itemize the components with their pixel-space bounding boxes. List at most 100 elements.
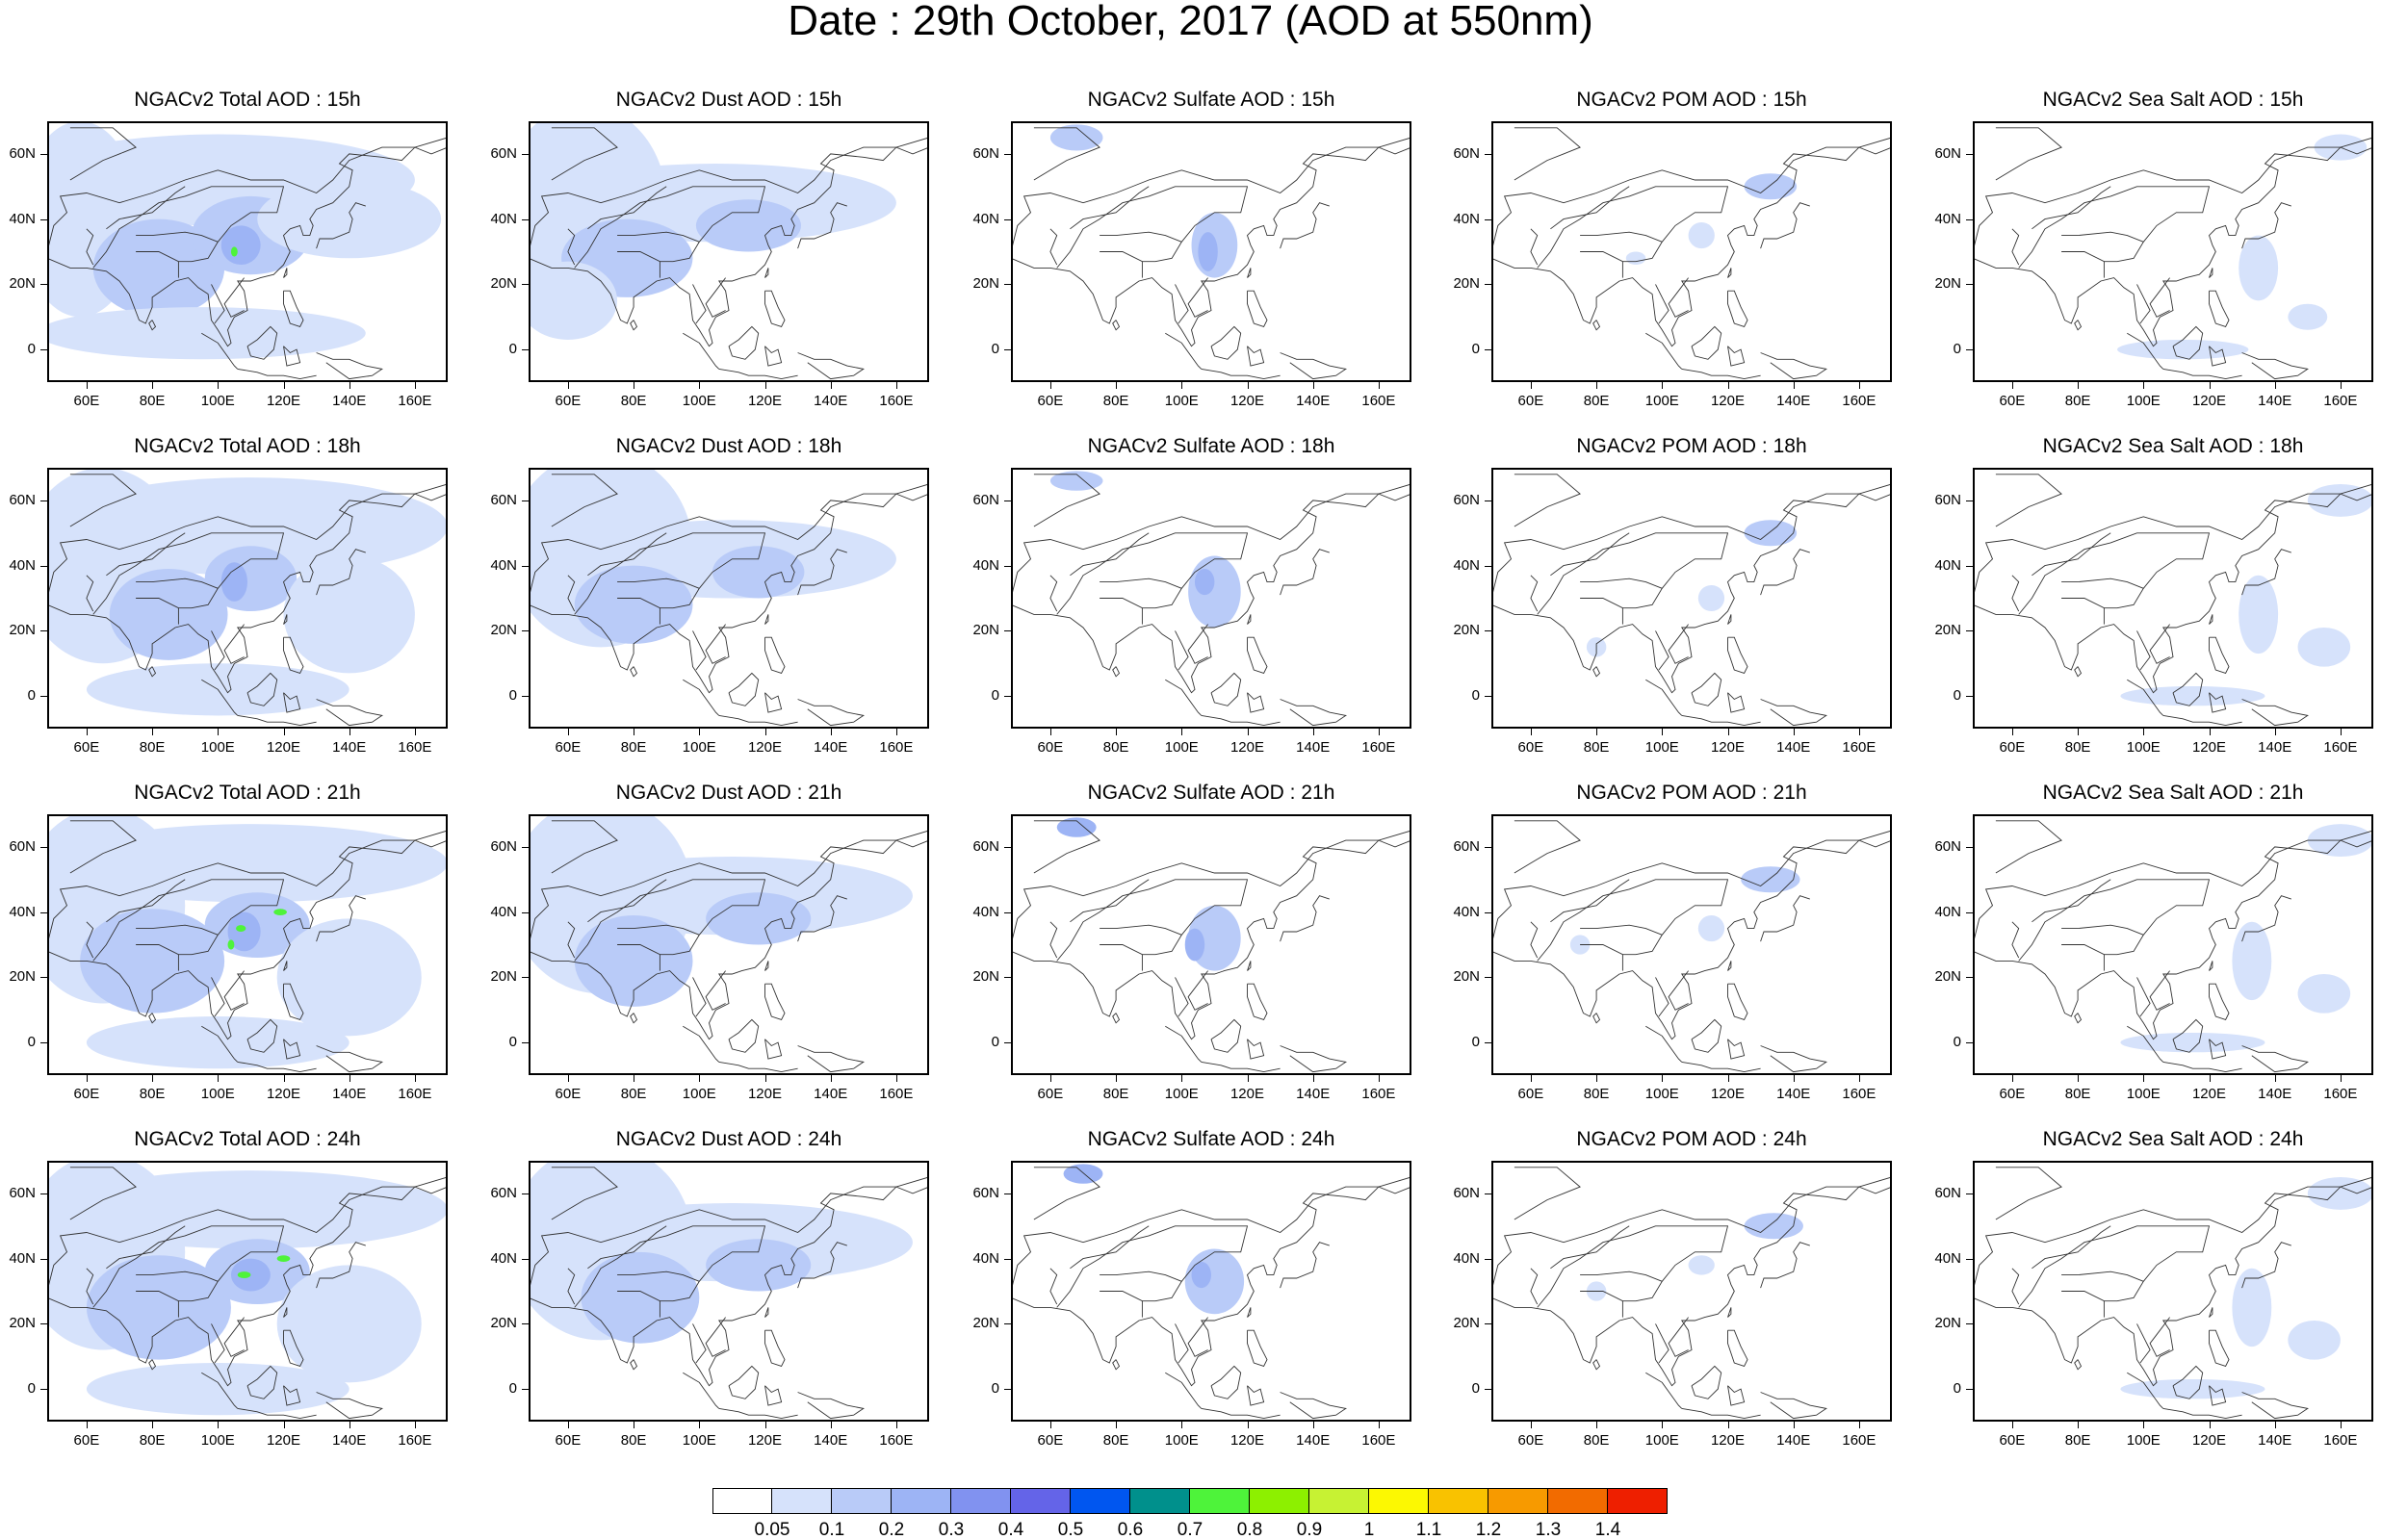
longitude-tick-mark bbox=[1247, 1422, 1249, 1428]
coastline bbox=[683, 679, 720, 716]
latitude-tick-label: 40N bbox=[972, 556, 999, 574]
aod-map bbox=[531, 470, 927, 727]
coastline bbox=[1645, 1372, 1683, 1409]
longitude-tick-mark bbox=[830, 1075, 832, 1082]
coastline bbox=[283, 268, 288, 278]
latitude-tick-mark bbox=[1004, 1042, 1011, 1044]
longitude-tick-mark bbox=[2340, 1422, 2342, 1428]
coastline bbox=[237, 1407, 317, 1420]
latitude-tick-label: 0 bbox=[508, 1034, 517, 1051]
longitude-tick-label: 140E bbox=[1296, 739, 1331, 756]
longitude-tick-mark bbox=[2340, 729, 2342, 735]
longitude-tick-mark bbox=[283, 382, 285, 389]
coastline bbox=[1100, 1270, 1182, 1282]
aod-blob bbox=[706, 1239, 812, 1292]
aod-blob bbox=[574, 915, 693, 1007]
latitude-tick-label: 40N bbox=[972, 1249, 999, 1267]
longitude-tick-label: 80E bbox=[2064, 393, 2091, 409]
coastline bbox=[1592, 1013, 1601, 1024]
coastline bbox=[1975, 839, 2371, 1040]
latitude-tick-label: 20N bbox=[490, 275, 517, 293]
coastline bbox=[283, 961, 288, 971]
coastline bbox=[69, 820, 137, 874]
latitude-tick-label: 40N bbox=[490, 210, 517, 227]
coastline bbox=[316, 1045, 383, 1073]
coastline bbox=[1530, 575, 1539, 612]
longitude-tick-mark bbox=[152, 382, 154, 389]
aod-map bbox=[1493, 820, 1890, 1073]
latitude-tick-mark bbox=[522, 1258, 529, 1260]
coastline bbox=[1112, 320, 1121, 331]
longitude-tick-label: 160E bbox=[1842, 739, 1876, 756]
coastline bbox=[574, 1225, 766, 1308]
longitude-tick-mark bbox=[895, 1075, 897, 1082]
coastline bbox=[316, 202, 366, 249]
aod-map bbox=[49, 470, 446, 727]
aod-blob bbox=[283, 555, 415, 674]
coastline bbox=[764, 268, 769, 278]
latitude-tick-mark bbox=[522, 911, 529, 913]
aod-blob bbox=[80, 909, 225, 1014]
panel-title: NGACv2 Sulfate AOD : 24h bbox=[1087, 1128, 1335, 1150]
coastline bbox=[683, 332, 720, 370]
coastline bbox=[551, 127, 618, 181]
coastline bbox=[237, 714, 317, 727]
map-frame bbox=[1011, 814, 1411, 1075]
longitude-tick-label: 80E bbox=[1583, 393, 1610, 409]
map-frame bbox=[1491, 468, 1892, 729]
longitude-tick-mark bbox=[1181, 1075, 1183, 1082]
longitude-tick-mark bbox=[1116, 729, 1118, 735]
coastline bbox=[1033, 1167, 1100, 1220]
latitude-tick-mark bbox=[1004, 218, 1011, 220]
coastline bbox=[1187, 624, 1208, 664]
coastline bbox=[223, 1317, 245, 1357]
longitude-tick-mark bbox=[2274, 1422, 2276, 1428]
latitude-tick-label: 60N bbox=[490, 837, 517, 855]
longitude-tick-mark bbox=[699, 382, 701, 389]
coastline bbox=[1975, 138, 2371, 246]
aod-blob bbox=[86, 1363, 349, 1416]
longitude-tick-mark bbox=[567, 729, 569, 735]
latitude-tick-mark bbox=[522, 153, 529, 155]
longitude-tick-label: 100E bbox=[200, 393, 235, 409]
latitude-tick-label: 60N bbox=[972, 1184, 999, 1201]
longitude-tick-label: 100E bbox=[1164, 393, 1199, 409]
coastline bbox=[283, 1307, 288, 1318]
latitude-tick-label: 60N bbox=[9, 144, 36, 162]
coastline bbox=[2149, 277, 2170, 318]
aod-map bbox=[531, 1163, 927, 1420]
coastline bbox=[1530, 921, 1539, 959]
coastline bbox=[1280, 1242, 1330, 1289]
longitude-tick-label: 80E bbox=[1102, 739, 1129, 756]
latitude-tick-label: 40N bbox=[9, 556, 36, 574]
coastline bbox=[1645, 1025, 1683, 1063]
longitude-tick-label: 160E bbox=[879, 393, 914, 409]
coastline bbox=[2061, 578, 2144, 589]
coastline bbox=[1655, 630, 1669, 671]
coastline bbox=[1537, 532, 1729, 615]
latitude-tick-label: 40N bbox=[9, 903, 36, 920]
longitude-tick-label: 120E bbox=[747, 739, 783, 756]
latitude-tick-mark bbox=[40, 565, 47, 567]
color-bar-swatch bbox=[712, 1488, 772, 1514]
longitude-tick-label: 100E bbox=[1164, 1086, 1199, 1102]
aod-blob bbox=[695, 199, 802, 252]
latitude-tick-mark bbox=[1485, 1323, 1491, 1325]
coastline bbox=[1280, 352, 1347, 380]
coastline bbox=[237, 1061, 317, 1073]
latitude-tick-mark bbox=[522, 500, 529, 501]
latitude-tick-label: 0 bbox=[27, 687, 36, 705]
coastline bbox=[201, 679, 239, 716]
coastline bbox=[283, 1385, 301, 1406]
latitude-tick-mark bbox=[1485, 349, 1491, 351]
coastline bbox=[1760, 1392, 1827, 1420]
aod-blob bbox=[2239, 575, 2279, 654]
coastline bbox=[630, 1013, 638, 1024]
longitude-tick-label: 160E bbox=[1361, 739, 1396, 756]
longitude-tick-label: 160E bbox=[398, 393, 432, 409]
coastline bbox=[1033, 474, 1100, 527]
coastline bbox=[1210, 325, 1242, 360]
coastline bbox=[2209, 961, 2213, 971]
aod-blob bbox=[574, 565, 693, 644]
longitude-tick-mark bbox=[764, 729, 766, 735]
